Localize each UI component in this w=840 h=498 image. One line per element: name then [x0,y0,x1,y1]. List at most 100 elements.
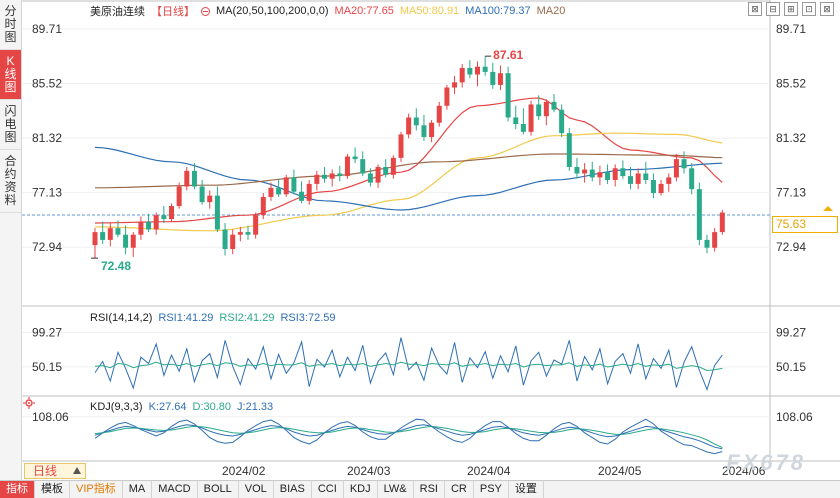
kdj-k-value: K:27.64 [148,401,187,413]
rsi-header: RSI(14,14,2) RSI1:41.29 RSI2:41.29 RSI3:… [90,312,342,324]
candle [237,226,243,242]
kdj-header: KDJ(9,3,3) K:27.64 D:30.80 J:21.33 [90,401,279,413]
add-indicator-icon[interactable] [201,6,210,16]
candle [689,163,695,195]
candle [620,160,626,179]
sidebar-tab-2[interactable]: 闪电图 [0,100,21,150]
candle [712,228,718,252]
rsi-params: RSI(14,14,2) [90,312,153,324]
y-tick-right: 72.94 [776,240,806,254]
y-tick-left: 72.94 [32,240,62,254]
candle [146,213,152,233]
candle [329,169,335,187]
candle [605,164,611,184]
window-button-2[interactable]: ⊟ [766,2,780,16]
window-button-4[interactable]: ⊡ [802,2,816,16]
candle [475,61,480,87]
candle [291,169,297,195]
period-selector-button[interactable]: 日线 [24,463,86,479]
high-label: 87.61 [493,48,523,62]
indicator-tab-psy-13[interactable]: PSY [474,481,509,498]
candle [681,151,687,174]
indicator-tab-lw-10[interactable]: LW& [378,481,414,498]
candle [589,161,595,182]
sidebar-tab-char: 图 [4,30,17,44]
sidebar-tab-char: K [6,54,15,68]
candle [390,155,396,179]
candle [344,153,350,179]
sidebar-tab-3[interactable]: 合约资料 [0,150,21,213]
sidebar-tab-0[interactable]: 分时图 [0,0,21,50]
y-tick-left: 108.06 [32,410,69,424]
candle [222,222,228,256]
chart-frame [22,0,840,462]
candle [543,99,549,126]
candle [306,180,312,205]
y-tick-left: 81.32 [32,131,62,145]
candle [628,166,633,190]
indicator-tab-cr-12[interactable]: CR [445,481,474,498]
candle [268,182,274,201]
candle [696,182,702,246]
candle [528,100,534,136]
candle [574,157,580,179]
kdj-params: KDJ(9,3,3) [90,401,143,413]
ma-line-ma50 [95,132,723,232]
y-tick-right: 99.27 [776,326,806,340]
window-button-5[interactable]: ⊠ [820,2,834,16]
candle [352,147,358,164]
indicator-tab-macd-4[interactable]: MACD [152,481,198,498]
candle [375,164,381,188]
gear-icon[interactable] [23,397,35,409]
y-tick-right: 77.13 [776,186,806,200]
price-marker-arrow [823,206,833,211]
ma50-value: MA50:80.91 [399,5,460,17]
candle [436,101,442,127]
ma200-value: MA20 [536,5,566,17]
window-button-1[interactable]: ⊠ [748,2,762,16]
sidebar-tab-char: 电 [4,117,17,131]
indicator-tab-cci-8[interactable]: CCI [312,481,344,498]
window-button-3[interactable]: ⊞ [784,2,798,16]
indicator-tab--1[interactable]: 模板 [35,481,70,498]
y-tick-left: 77.13 [32,186,62,200]
x-tick: 2024/02 [222,464,266,478]
indicator-tab-rsi-11[interactable]: RSI [414,481,445,498]
sidebar-tab-char: 料 [4,193,17,207]
rsi-panel [22,332,770,391]
candle [276,178,282,197]
candle [482,56,488,76]
candle [643,161,649,184]
indicator-tab--14[interactable]: 设置 [509,481,544,498]
candle [650,173,656,199]
chart-area[interactable]: 89.71 89.71 85.52 85.52 81.32 81.32 77.13 77.13… [22,0,840,480]
candle [566,127,572,171]
kdj-j-value: J:21.33 [237,401,274,413]
candle [260,193,266,220]
sidebar-tab-char: 资 [4,180,17,194]
indicator-tab--0[interactable]: 指标 [0,481,35,498]
indicator-tab-vip-2[interactable]: VIP指标 [70,481,123,498]
candle [635,168,641,190]
candle [582,163,588,183]
sidebar-tab-char: 图 [4,130,17,144]
period-label[interactable]: 【日线】 [151,6,195,18]
indicator-tab-ma-3[interactable]: MA [123,481,153,498]
candle [444,84,450,110]
indicator-tab-bias-7[interactable]: BIAS [274,481,312,498]
indicator-tab-vol-6[interactable]: VOL [239,481,274,498]
candle [459,64,465,88]
indicator-line-rsi1 [94,337,723,391]
indicator-tab-boll-5[interactable]: BOLL [198,481,239,498]
candle [283,174,289,197]
candle [704,234,710,254]
candle [383,159,389,178]
kdj-d-value: D:30.80 [192,401,232,413]
y-tick-left: 85.52 [32,76,62,90]
indicator-tab-kdj-9[interactable]: KDJ [344,481,378,498]
ma-params: MA(20,50,100,200,0,0) [216,5,329,17]
grid [22,28,770,248]
chart-canvas[interactable]: 89.71 89.71 85.52 85.52 81.32 81.32 77.13 77.13… [22,0,840,480]
candle [421,114,427,141]
